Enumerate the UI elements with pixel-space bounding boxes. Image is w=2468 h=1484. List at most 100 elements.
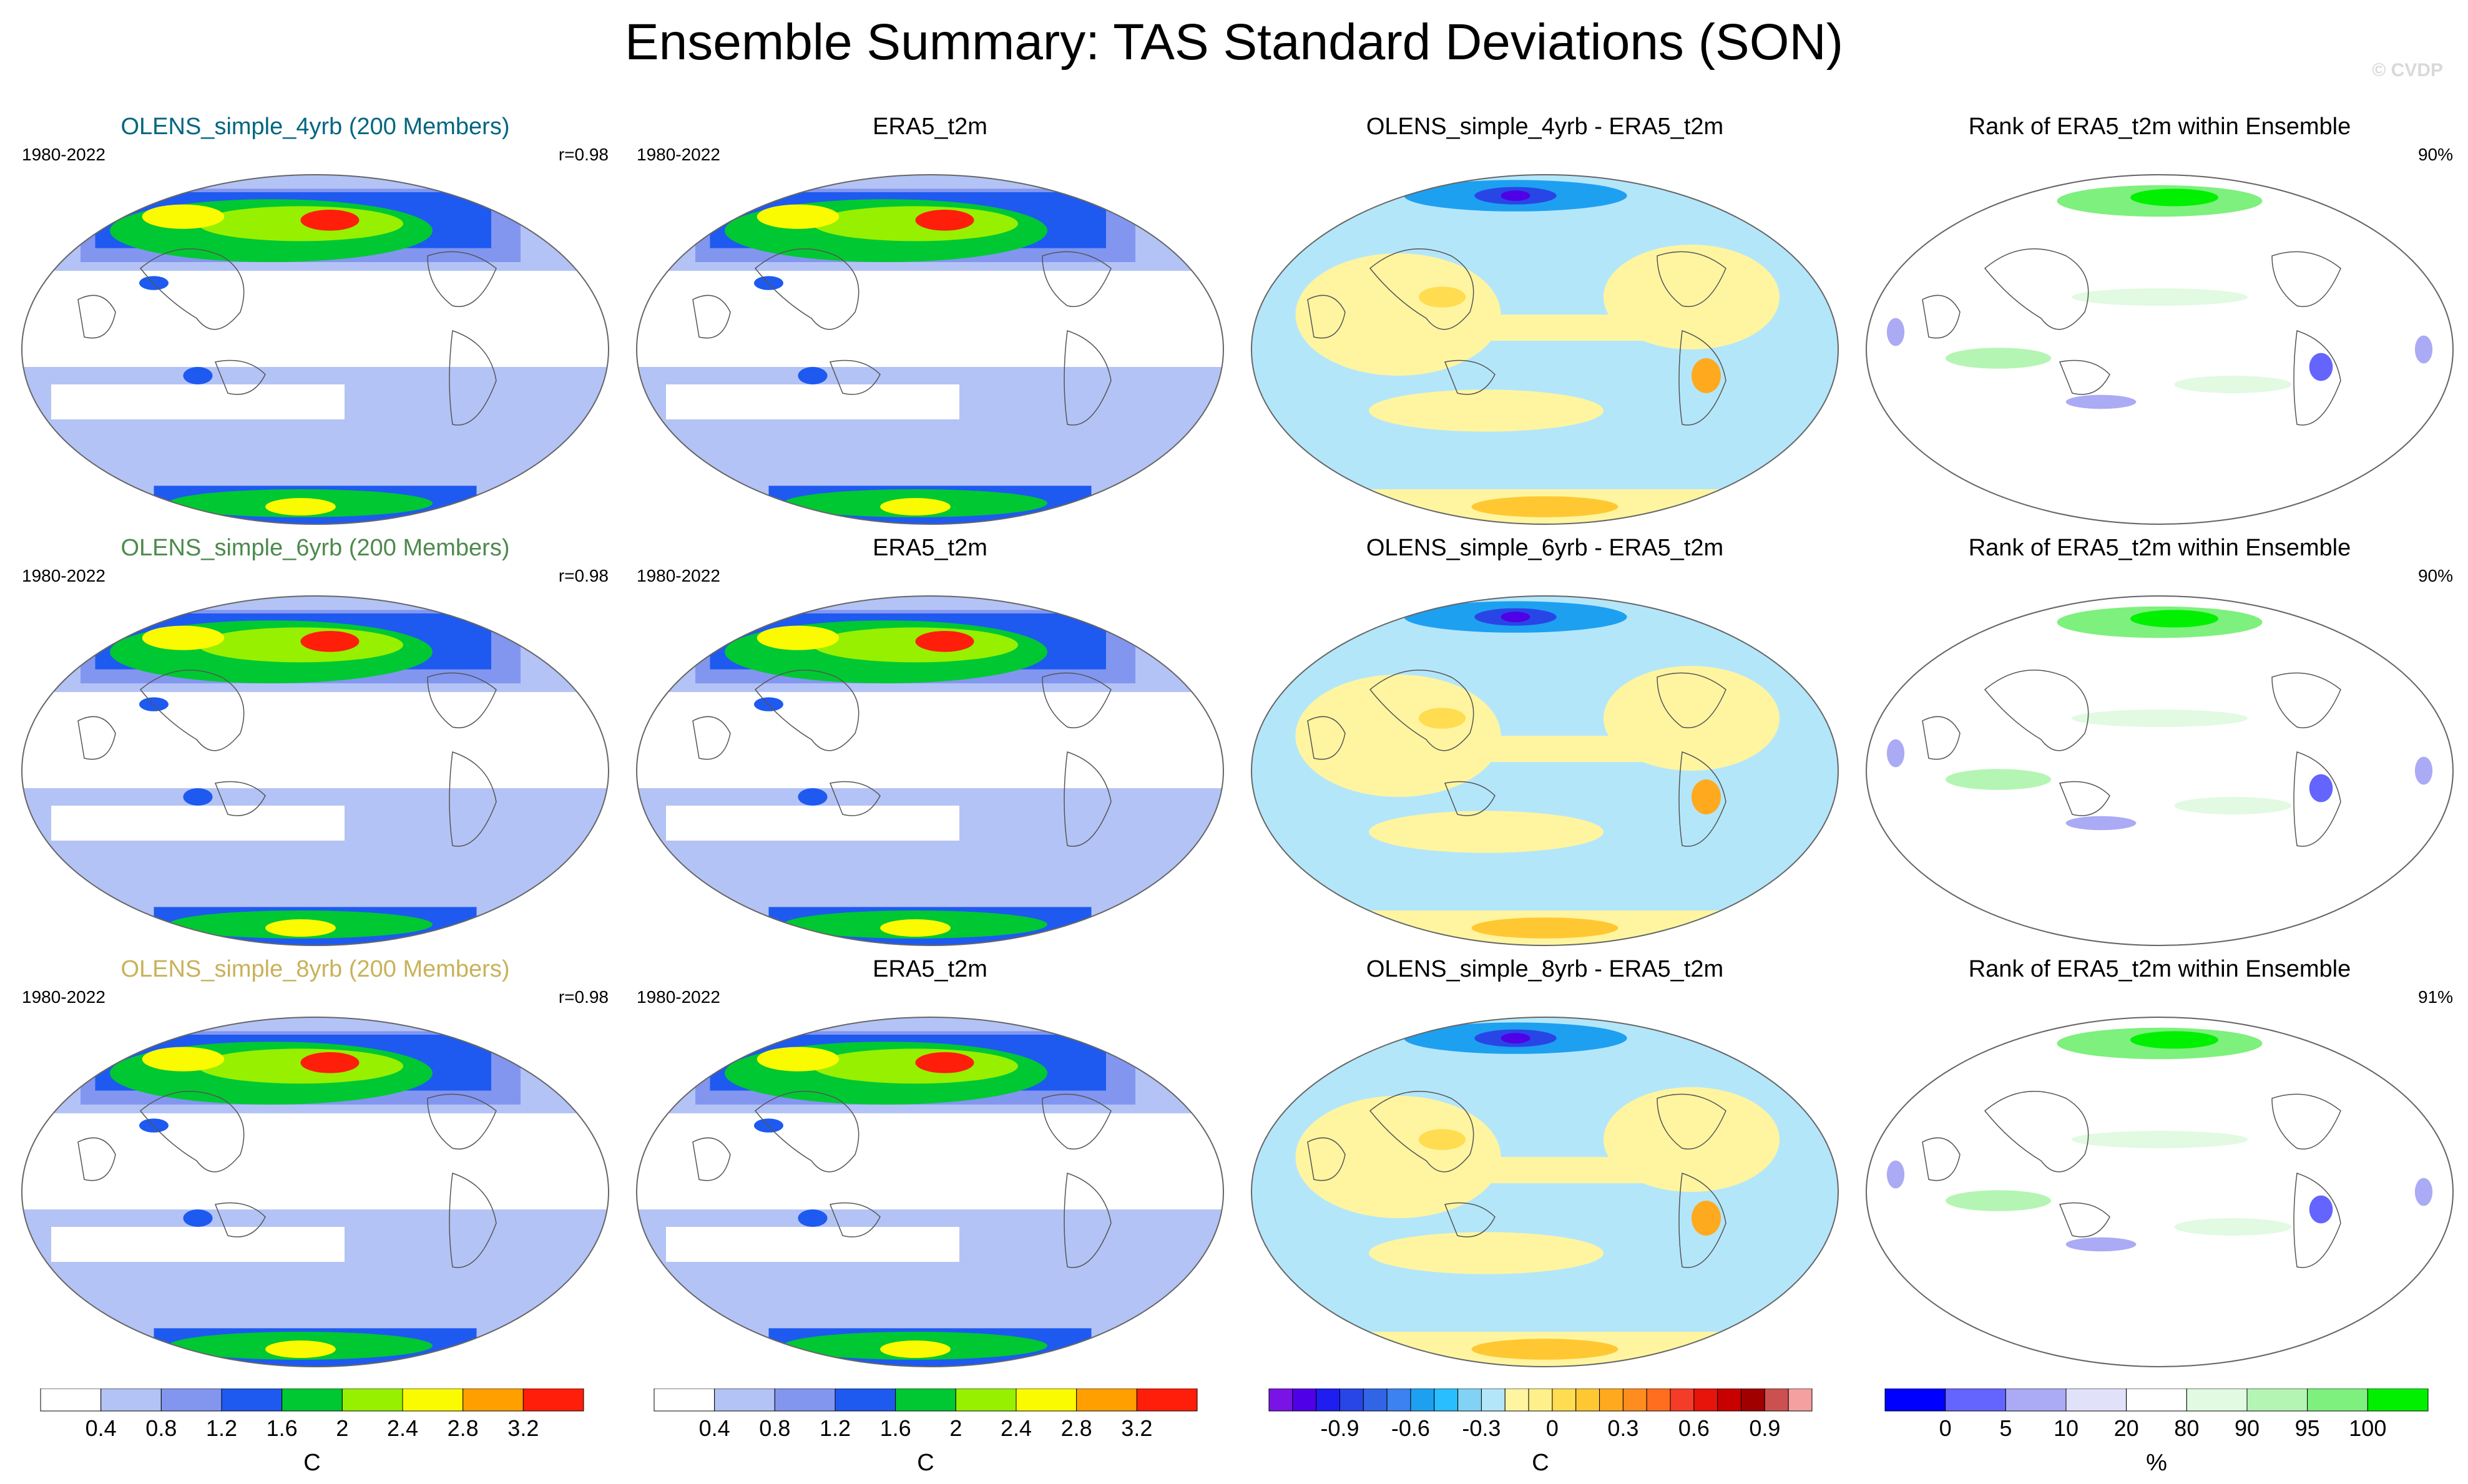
coastline: [1984, 670, 2089, 751]
coastline: [427, 672, 497, 728]
west-edge-rank-low: [1886, 1160, 1905, 1189]
local-max-b: [183, 788, 213, 806]
colorbar-units: %: [2146, 1450, 2167, 1476]
map-background: [1866, 596, 2453, 945]
pattern-correlation: r=0.98: [558, 987, 609, 1007]
coastline: [1657, 1093, 1726, 1150]
south-america-rank-low: [2309, 1195, 2333, 1224]
panel-title: OLENS_simple_6yrb - ERA5_t2m: [1366, 535, 1724, 561]
colorbar-units: C: [917, 1450, 934, 1476]
southern-ocean-band: [22, 858, 609, 876]
colorbar: 0 5 10 20 80 90 95 100%: [1884, 1389, 2429, 1476]
colorbar-tick-label: 2: [949, 1415, 962, 1441]
panel-title: Rank of ERA5_t2m within Ensemble: [1968, 114, 2351, 140]
coastline: [829, 1202, 881, 1237]
coastline: [1678, 330, 1726, 426]
colorbar-tick-label: 10: [2054, 1415, 2079, 1441]
colorbar-swatch: [1575, 1389, 1600, 1412]
colorbar: 0.4 0.8 1.2 1.6 2 2.4 2.8 3.2 C: [654, 1389, 1198, 1476]
antarctic-peak-sd: [880, 498, 951, 515]
southern-positive: [1369, 811, 1604, 853]
arctic-negative-core: [1501, 190, 1530, 201]
colorbar-tick-label: 0.3: [1607, 1415, 1638, 1441]
southern-pacific-band: [842, 367, 1018, 376]
coastline: [754, 670, 859, 751]
tropical-pacific-sd: [944, 793, 1092, 836]
panel-title: ERA5_t2m: [873, 535, 987, 561]
antarctic-peak-sd: [265, 498, 336, 515]
antarctic-peak-positive: [1471, 496, 1618, 517]
map-panel: Rank of ERA5_t2m within Ensemble 90%: [1854, 534, 2466, 952]
colorbar-swatch: [522, 1389, 584, 1412]
southern-positive: [1369, 389, 1604, 432]
colorbar-units: C: [1532, 1450, 1549, 1476]
panel-title: OLENS_simple_6yrb (200 Members): [120, 535, 510, 561]
southern-rank-low: [2065, 1237, 2137, 1252]
coastline: [692, 716, 731, 760]
coastline: [754, 248, 859, 330]
southern-pacific-band: [842, 1209, 1018, 1218]
coastline: [449, 751, 497, 847]
colorbar-swatch: [341, 1389, 403, 1412]
colorbar-swatch: [100, 1389, 162, 1412]
subtropic-south-low-sd: [666, 806, 959, 841]
colorbar-swatch: [1788, 1389, 1813, 1412]
cvdp-credit: © CVDP: [2372, 60, 2443, 81]
rank-percentage: 90%: [2417, 145, 2453, 164]
map-border: [21, 1017, 609, 1367]
north-pacific-rank-high: [2072, 710, 2248, 727]
coastline: [2059, 359, 2110, 395]
map-background: [1866, 1017, 2453, 1367]
coastline: [1922, 1137, 1961, 1181]
asia-positive: [1418, 1129, 1466, 1150]
southern-ocean-band: [637, 1279, 1223, 1297]
colorbar-tick-label: 1.2: [820, 1415, 851, 1441]
indian-ocean-rank-high: [1945, 769, 2052, 790]
colorbar-tick-label: 1.2: [206, 1415, 237, 1441]
southern-pacific-band: [227, 1209, 403, 1218]
tropical-region-low-sd: [680, 721, 857, 785]
coastline: [1307, 716, 1346, 760]
asia-positive: [1418, 286, 1466, 308]
coastline: [2293, 1172, 2341, 1268]
antarctic-peak-positive: [1471, 1339, 1618, 1360]
colorbar-swatch: [1504, 1389, 1529, 1412]
subtropic-south-low-sd: [666, 1227, 959, 1262]
colorbar-tick-label: 0.8: [145, 1415, 177, 1441]
coastline: [1657, 672, 1726, 728]
coastline: [1042, 672, 1112, 728]
arctic-hotspot-a: [142, 1047, 225, 1072]
pattern-correlation: r=0.98: [558, 566, 609, 585]
west-edge-rank-low: [1886, 318, 1905, 346]
pacific-rank-high: [2174, 1218, 2292, 1236]
coastline: [692, 1137, 731, 1181]
coastline: [2059, 1202, 2110, 1237]
subtropic-south-low-sd: [51, 1227, 345, 1262]
colorbar-swatch: [1717, 1389, 1742, 1412]
colorbar: -0.9 -0.6 -0.3 0 0.3 0.6 0.9 C: [1268, 1389, 1813, 1476]
coastline: [1369, 248, 1474, 330]
colorbar-swatch: [1016, 1389, 1077, 1412]
antarctic-peak-positive: [1471, 917, 1618, 939]
coastline: [692, 295, 731, 339]
map-panel: Rank of ERA5_t2m within Ensemble 90%: [1854, 112, 2466, 530]
panel-title: Rank of ERA5_t2m within Ensemble: [1968, 535, 2351, 561]
indian-ocean-rank-high: [1945, 1190, 2052, 1211]
panel-title: OLENS_simple_4yrb - ERA5_t2m: [1366, 114, 1724, 140]
colorbar-swatch: [1457, 1389, 1482, 1412]
world-map: [21, 595, 609, 946]
southern-pacific-band: [227, 788, 403, 797]
colorbar-swatch: [1316, 1389, 1340, 1412]
map-border: [21, 595, 609, 946]
tropical-pacific-sd: [944, 1214, 1092, 1257]
continent-positive-b: [1604, 1087, 1780, 1192]
map-field: [1251, 1017, 1838, 1367]
arctic-hotspot-a: [142, 625, 225, 650]
coastline: [214, 1202, 266, 1237]
colorbar-swatch: [1646, 1389, 1671, 1412]
world-map: [21, 1017, 609, 1367]
colorbar-swatch: [2065, 1389, 2127, 1412]
map-background: [1866, 175, 2453, 524]
coastline: [427, 1093, 497, 1150]
colorbar-swatch: [1363, 1389, 1388, 1412]
